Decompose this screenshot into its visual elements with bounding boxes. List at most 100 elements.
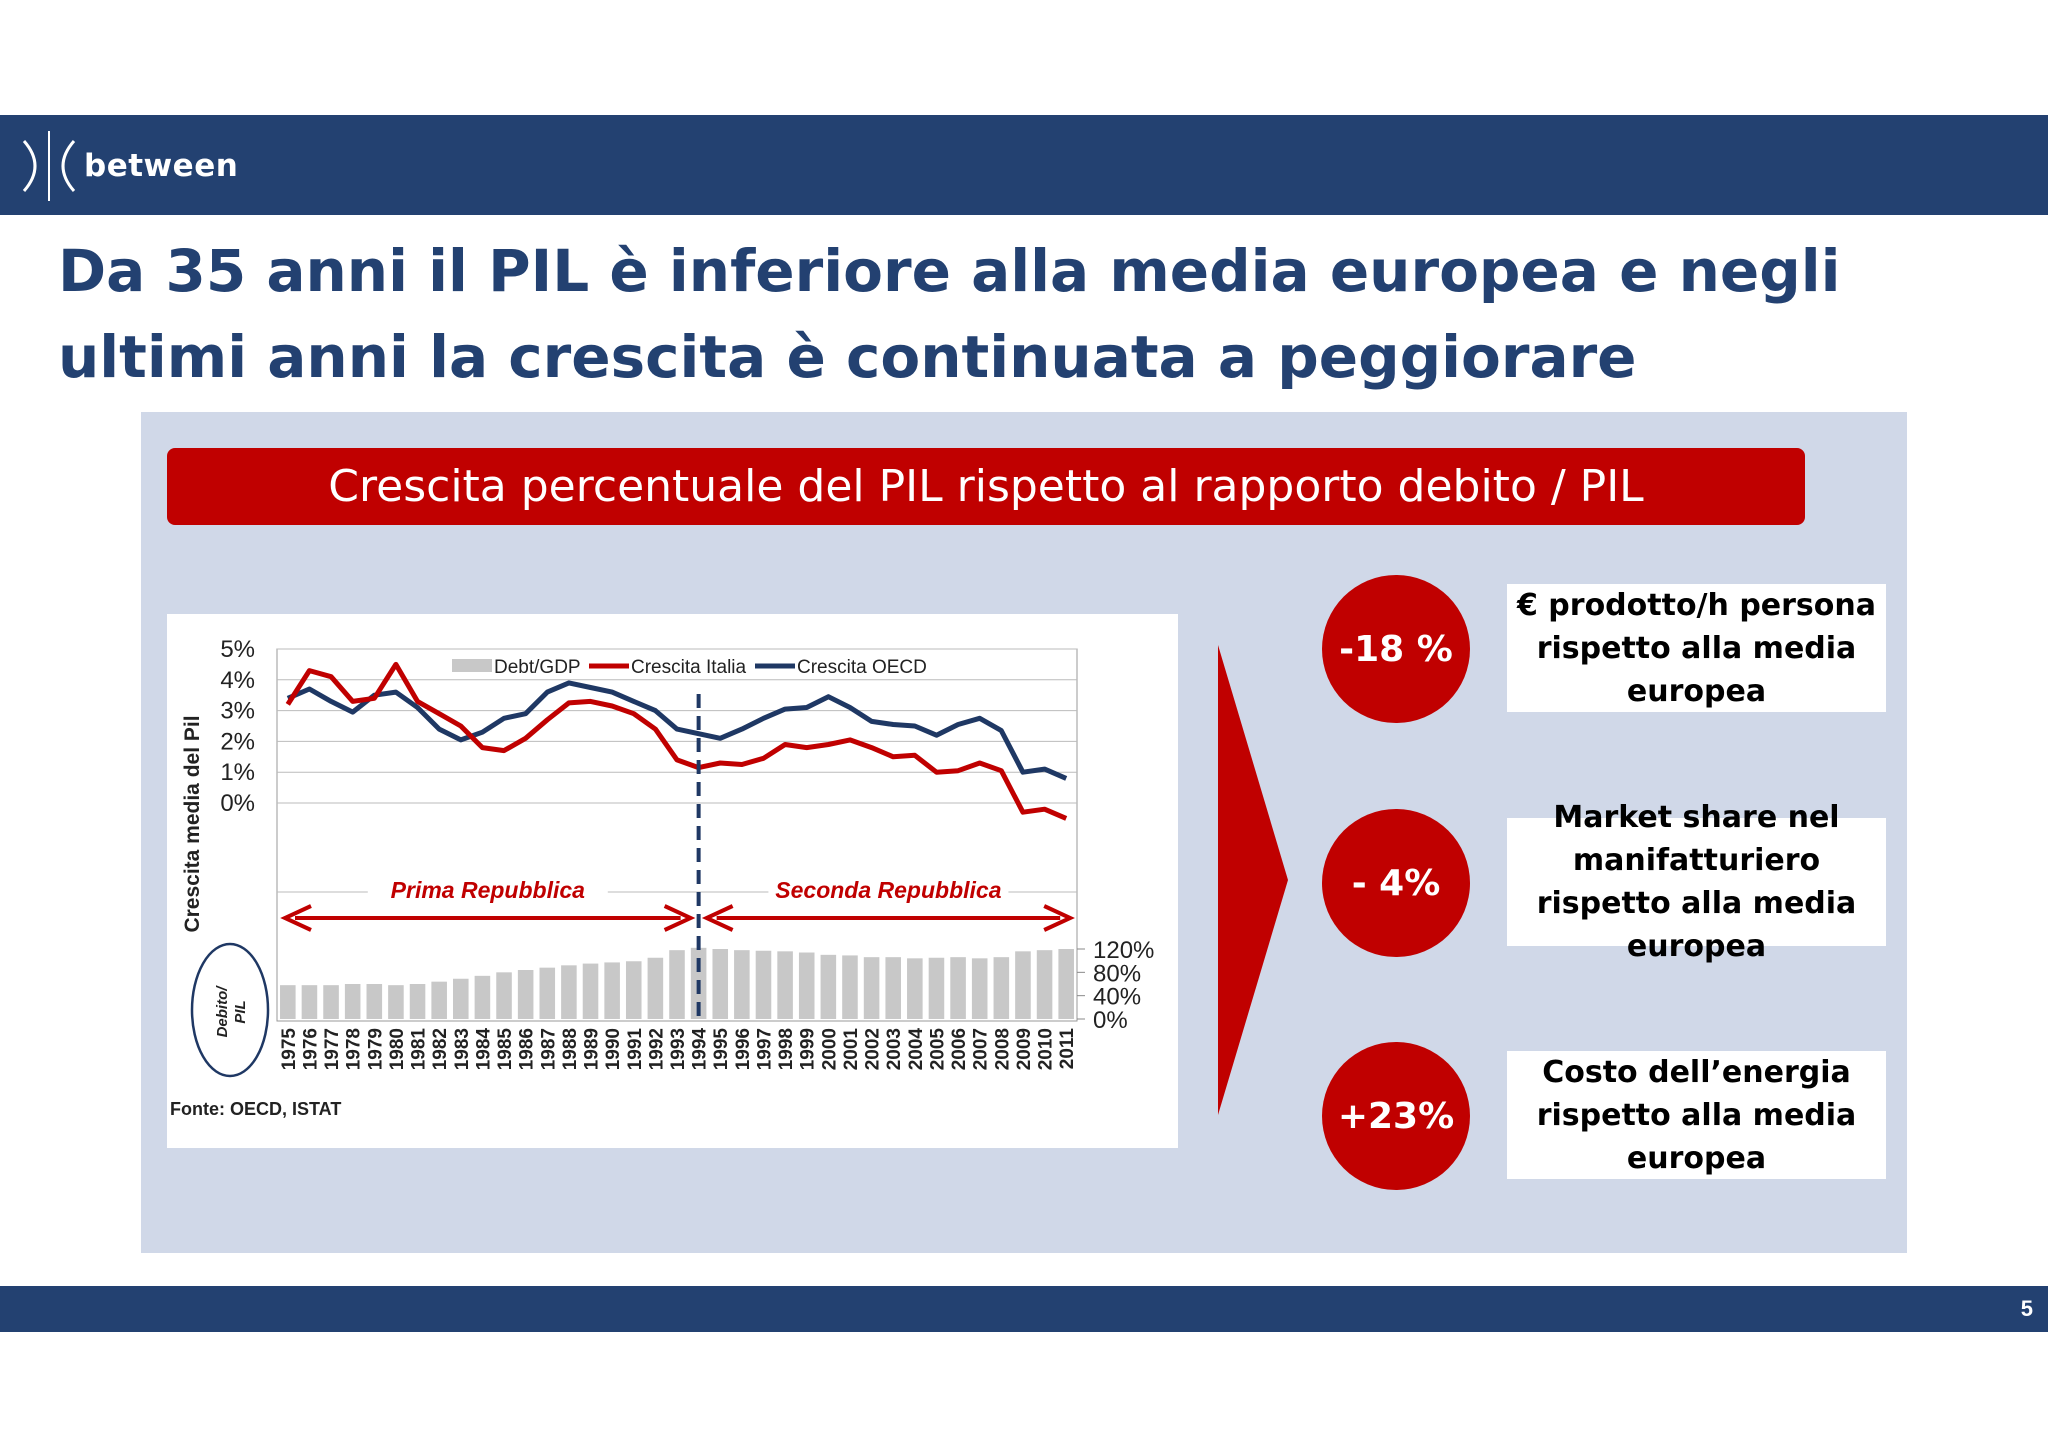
x-tick-label: 1991: [625, 1028, 646, 1071]
x-tick-label: 1989: [582, 1028, 603, 1070]
bar-y-tick-label: 80%: [1093, 960, 1141, 987]
debt-bar: [777, 951, 793, 1019]
period-arrow-head: [663, 904, 696, 932]
debt-bar: [517, 970, 534, 1019]
x-tick-label: 1988: [560, 1028, 581, 1070]
debt-bar: [453, 978, 469, 1019]
between-logo: between: [20, 129, 238, 203]
debt-bar: [885, 957, 901, 1019]
period-label-bg: [367, 878, 608, 908]
debt-bar: [409, 984, 426, 1019]
x-tick-label: 1995: [711, 1028, 732, 1071]
debt-bar: [366, 984, 383, 1019]
logo-text: between: [84, 148, 239, 184]
x-tick-label: 1984: [473, 1028, 494, 1071]
debt-bar: [496, 972, 512, 1019]
debt-bar: [734, 950, 750, 1019]
y-axis-label: Crescita media del Pil: [181, 715, 204, 932]
x-tick-label: 2011: [1057, 1028, 1078, 1070]
debt-axis-label: PIL: [232, 1000, 249, 1023]
x-tick-label: 2007: [971, 1028, 992, 1070]
x-tick-label: 1980: [387, 1028, 408, 1070]
period-label: Seconda Repubblica: [775, 877, 1001, 903]
legend-swatch: [452, 659, 492, 672]
y-tick-label: 2%: [220, 728, 255, 755]
chart-banner: Crescita percentuale del PIL rispetto al…: [167, 448, 1805, 525]
debt-bar: [431, 981, 447, 1019]
kpi-label-energy: Costo dell’energia rispetto alla media e…: [1507, 1051, 1886, 1179]
debt-bar: [755, 950, 772, 1019]
kpi-circle-energy: +23%: [1322, 1042, 1470, 1190]
x-tick-label: 2003: [884, 1028, 905, 1070]
x-tick-label: 1977: [322, 1028, 343, 1070]
page-number: 5: [2020, 1296, 2033, 1321]
debt-bar: [993, 957, 1010, 1019]
debt-bar: [820, 954, 837, 1019]
source-note: Fonte: OECD, ISTAT: [170, 1099, 341, 1119]
debt-bar: [647, 957, 664, 1019]
debt-bar: [625, 961, 642, 1019]
gdp-debt-chart: 5% 4% 3% 2% 1% 0% Crescita media del Pil Debt/G…: [170, 636, 1154, 1119]
x-tick-label: 1987: [538, 1028, 559, 1070]
debt-bar: [712, 949, 729, 1019]
debt-bar: [863, 957, 880, 1019]
x-tick-label: 1978: [344, 1028, 365, 1070]
period-label-bg: [768, 878, 1009, 908]
debt-bar: [301, 985, 318, 1019]
debt-bar: [474, 975, 491, 1019]
bar-y-tick-label: 40%: [1093, 984, 1141, 1011]
x-tick-label: 1976: [300, 1028, 321, 1070]
period-arrow-head: [280, 904, 312, 932]
debt-axis-label: Debito/: [214, 985, 231, 1038]
y-tick-label: 4%: [220, 667, 255, 694]
debt-bar: [323, 985, 339, 1019]
footer-bar: 5: [0, 1286, 2048, 1332]
chart-container: 5% 4% 3% 2% 1% 0% Crescita media del Pil Debt/G…: [167, 614, 1178, 1148]
y-tick-label: 0%: [220, 790, 255, 817]
period-label: Prima Repubblica: [391, 877, 585, 903]
kpi-circle-market-share: - 4%: [1322, 809, 1470, 957]
debt-bar: [950, 957, 966, 1019]
period-arrow-head: [701, 904, 734, 932]
x-tick-label: 2001: [841, 1028, 862, 1071]
debt-bar: [388, 985, 404, 1019]
debt-label-ellipse: [190, 942, 270, 1078]
x-tick-label: 2009: [1014, 1028, 1035, 1070]
debt-bar: [1058, 949, 1074, 1019]
x-tick-label: 1986: [517, 1028, 538, 1070]
y-tick-label: 1%: [220, 759, 255, 786]
x-tick-label: 2004: [906, 1028, 927, 1071]
kpi-circle-productivity: -18 %: [1322, 575, 1470, 723]
debt-bar: [907, 958, 923, 1019]
logo-mark-icon: [22, 131, 76, 201]
x-tick-label: 2005: [927, 1028, 948, 1071]
debt-bar: [1015, 951, 1031, 1019]
legend-label: Crescita OECD: [797, 657, 927, 678]
debt-bar: [971, 958, 988, 1019]
x-tick-label: 1990: [603, 1028, 624, 1070]
x-tick-label: 1993: [668, 1028, 689, 1070]
period-arrow-head: [1043, 904, 1075, 932]
debt-bar: [582, 963, 599, 1019]
x-tick-label: 1983: [452, 1028, 473, 1070]
debt-bar: [1036, 950, 1053, 1019]
series-line-italia: [285, 661, 1068, 821]
legend-label: Crescita Italia: [631, 657, 747, 678]
x-tick-label: 1999: [798, 1028, 819, 1070]
y-tick-label: 5%: [220, 636, 255, 663]
x-tick-label: 2006: [949, 1028, 970, 1070]
debt-bar: [798, 952, 815, 1019]
y-tick-label: 3%: [220, 698, 255, 725]
arrow-right-icon: [1218, 645, 1288, 1115]
x-tick-label: 1981: [409, 1028, 430, 1071]
x-tick-label: 2008: [992, 1028, 1013, 1070]
x-tick-label: 1996: [733, 1028, 754, 1070]
bar-y-tick-label: 0%: [1093, 1007, 1128, 1034]
bar-y-tick-label: 120%: [1093, 937, 1154, 964]
debt-bar: [280, 985, 296, 1019]
debt-bar: [842, 955, 858, 1019]
debt-bar: [539, 967, 556, 1019]
debt-bar: [928, 957, 945, 1019]
x-tick-label: 1975: [279, 1028, 300, 1071]
x-tick-label: 1998: [776, 1028, 797, 1070]
